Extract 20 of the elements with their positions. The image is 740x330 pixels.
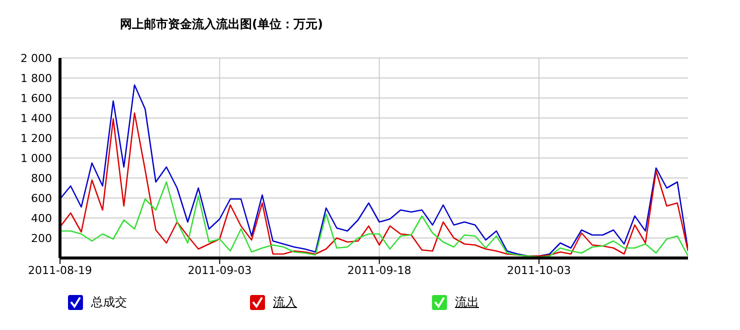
legend-label: 流入 [273, 294, 297, 311]
x-tick-label: 2011-09-03 [188, 264, 252, 277]
y-tick-label: 600 [31, 192, 52, 205]
y-tick-label: 1 800 [20, 72, 52, 85]
x-tick-label: 2011-08-19 [28, 264, 92, 277]
y-tick-label: 1 400 [20, 112, 52, 125]
y-tick-label: 1 600 [20, 92, 52, 105]
line-series [60, 84, 688, 257]
y-tick-label: 200 [31, 232, 52, 245]
y-tick-label: 400 [31, 212, 52, 225]
legend-label: 总成交 [91, 294, 127, 311]
y-tick-label: 800 [31, 172, 52, 185]
y-tick-label: 2 000 [20, 52, 52, 65]
x-tick-label: 2011-10-03 [507, 264, 571, 277]
legend-label: 流出 [455, 294, 479, 311]
y-tick-label: 1 200 [20, 132, 52, 145]
chart-title: 网上邮市资金流入流出图(单位：万元) [119, 16, 324, 33]
line-series [60, 112, 688, 257]
y-tick-label: 1 000 [20, 152, 52, 165]
x-tick-label: 2011-09-18 [347, 264, 412, 277]
